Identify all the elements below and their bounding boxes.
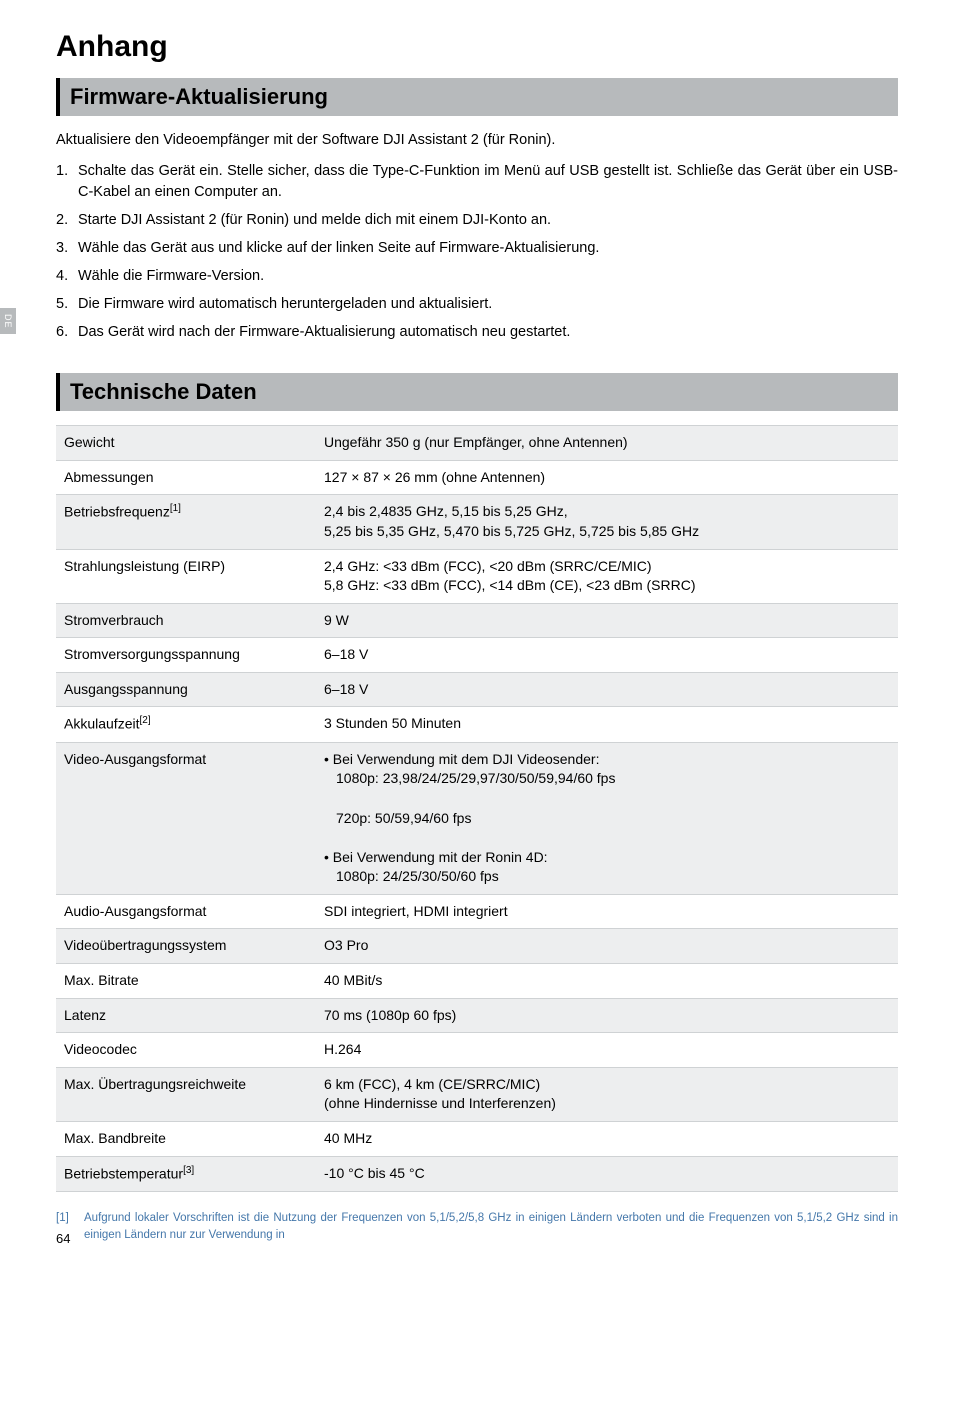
table-row: GewichtUngefähr 350 g (nur Empfänger, oh… <box>56 426 898 461</box>
spec-label: Max. Übertragungsreichweite <box>56 1067 316 1121</box>
spec-label: Stromverbrauch <box>56 603 316 638</box>
spec-label: Stromversorgungsspannung <box>56 638 316 673</box>
step-item: Das Gerät wird nach der Firmware-Aktuali… <box>56 322 898 343</box>
spec-value: O3 Pro <box>316 929 898 964</box>
section-heading-specs: Technische Daten <box>56 373 898 411</box>
spec-label: Abmessungen <box>56 460 316 495</box>
table-row: VideocodecH.264 <box>56 1033 898 1068</box>
spec-value: Ungefähr 350 g (nur Empfänger, ohne Ante… <box>316 426 898 461</box>
table-row: Max. Bandbreite40 MHz <box>56 1122 898 1157</box>
table-row: Max. Übertragungsreichweite6 km (FCC), 4… <box>56 1067 898 1121</box>
table-row: Audio-AusgangsformatSDI integriert, HDMI… <box>56 894 898 929</box>
step-item: Schalte das Gerät ein. Stelle sicher, da… <box>56 161 898 203</box>
spec-value: 3 Stunden 50 Minuten <box>316 707 898 742</box>
firmware-intro: Aktualisiere den Videoempfänger mit der … <box>56 130 898 151</box>
spec-value: 9 W <box>316 603 898 638</box>
page-title: Anhang <box>56 30 898 64</box>
table-row: Max. Bitrate40 MBit/s <box>56 964 898 999</box>
spec-label: Ausgangsspannung <box>56 672 316 707</box>
spec-label: Akkulaufzeit[2] <box>56 707 316 742</box>
spec-label: Videoübertragungssystem <box>56 929 316 964</box>
spec-value: 40 MBit/s <box>316 964 898 999</box>
spec-label: Max. Bitrate <box>56 964 316 999</box>
spec-value: 2,4 GHz: <33 dBm (FCC), <20 dBm (SRRC/CE… <box>316 549 898 603</box>
table-row: Video-Ausgangsformat• Bei Verwendung mit… <box>56 742 898 894</box>
firmware-steps: Schalte das Gerät ein. Stelle sicher, da… <box>56 161 898 343</box>
spec-label: Video-Ausgangsformat <box>56 742 316 894</box>
spec-label: Videocodec <box>56 1033 316 1068</box>
spec-label: Gewicht <box>56 426 316 461</box>
spec-value: 6 km (FCC), 4 km (CE/SRRC/MIC)(ohne Hind… <box>316 1067 898 1121</box>
table-row: Stromverbrauch9 W <box>56 603 898 638</box>
spec-label: Betriebsfrequenz[1] <box>56 495 316 549</box>
step-item: Die Firmware wird automatisch herunterge… <box>56 294 898 315</box>
table-row: Akkulaufzeit[2]3 Stunden 50 Minuten <box>56 707 898 742</box>
spec-label: Max. Bandbreite <box>56 1122 316 1157</box>
table-row: Betriebstemperatur[3]-10 °C bis 45 °C <box>56 1156 898 1191</box>
table-row: Abmessungen127 × 87 × 26 mm (ohne Antenn… <box>56 460 898 495</box>
spec-label: Audio-Ausgangsformat <box>56 894 316 929</box>
spec-value: 2,4 bis 2,4835 GHz, 5,15 bis 5,25 GHz,5,… <box>316 495 898 549</box>
spec-label: Strahlungsleistung (EIRP) <box>56 549 316 603</box>
section-heading-firmware: Firmware-Aktualisierung <box>56 78 898 116</box>
spec-value: • Bei Verwendung mit dem DJI Videosender… <box>316 742 898 894</box>
spec-value: 127 × 87 × 26 mm (ohne Antennen) <box>316 460 898 495</box>
spec-value: SDI integriert, HDMI integriert <box>316 894 898 929</box>
table-row: Strahlungsleistung (EIRP)2,4 GHz: <33 dB… <box>56 549 898 603</box>
step-item: Starte DJI Assistant 2 (für Ronin) und m… <box>56 210 898 231</box>
spec-label: Latenz <box>56 998 316 1033</box>
spec-label: Betriebstemperatur[3] <box>56 1156 316 1191</box>
table-row: Betriebsfrequenz[1]2,4 bis 2,4835 GHz, 5… <box>56 495 898 549</box>
spec-table: GewichtUngefähr 350 g (nur Empfänger, oh… <box>56 425 898 1192</box>
table-row: Latenz70 ms (1080p 60 fps) <box>56 998 898 1033</box>
spec-value: 40 MHz <box>316 1122 898 1157</box>
spec-value: -10 °C bis 45 °C <box>316 1156 898 1191</box>
footnote-number: [1] <box>56 1210 69 1227</box>
step-item: Wähle das Gerät aus und klicke auf der l… <box>56 238 898 259</box>
table-row: VideoübertragungssystemO3 Pro <box>56 929 898 964</box>
spec-value: 70 ms (1080p 60 fps) <box>316 998 898 1033</box>
footnote: [1] Aufgrund lokaler Vorschriften ist di… <box>56 1210 898 1245</box>
language-tab: DE <box>0 308 16 334</box>
spec-value: 6–18 V <box>316 638 898 673</box>
spec-value: H.264 <box>316 1033 898 1068</box>
step-item: Wähle die Firmware-Version. <box>56 266 898 287</box>
page-number: 64 <box>56 1231 70 1246</box>
footnote-text: Aufgrund lokaler Vorschriften ist die Nu… <box>84 1212 898 1241</box>
table-row: Ausgangsspannung6–18 V <box>56 672 898 707</box>
spec-value: 6–18 V <box>316 672 898 707</box>
table-row: Stromversorgungsspannung6–18 V <box>56 638 898 673</box>
